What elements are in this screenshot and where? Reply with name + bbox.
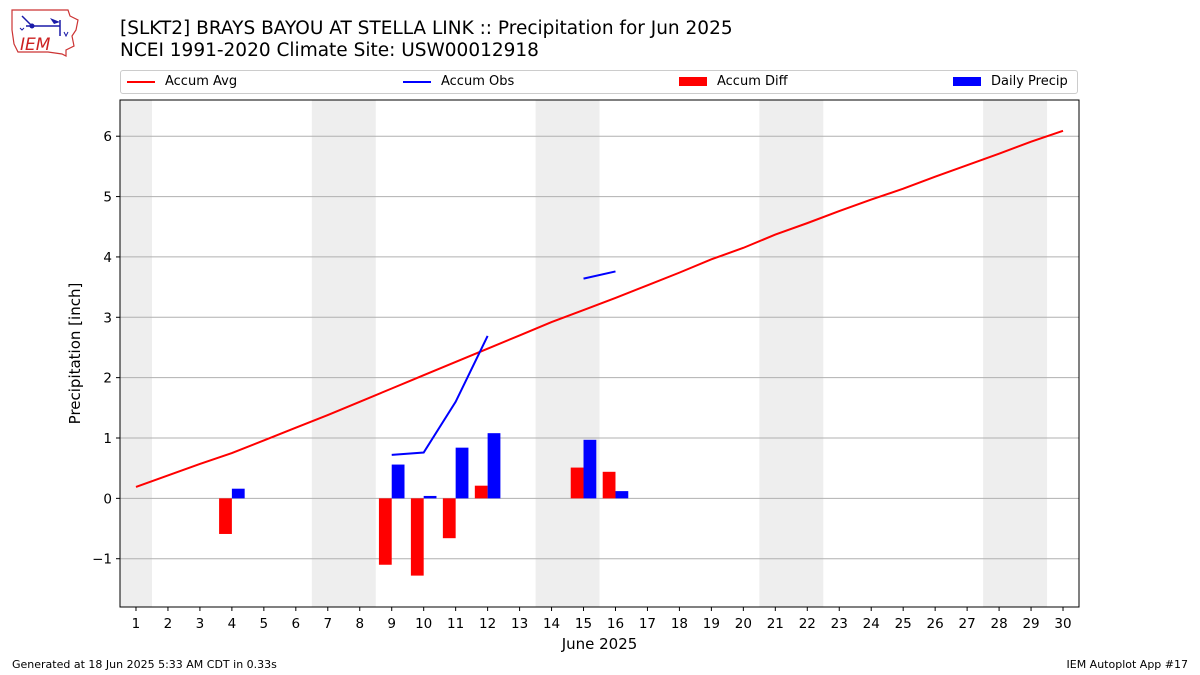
weekend-shade: [535, 100, 600, 607]
x-tick-label: 13: [511, 616, 528, 632]
footer-generated: Generated at 18 Jun 2025 5:33 AM CDT in …: [12, 658, 277, 671]
y-tick-label: 4: [103, 250, 112, 266]
x-tick-label: 16: [607, 616, 624, 632]
x-tick-label: 9: [387, 616, 396, 632]
y-tick-label: 5: [103, 190, 112, 206]
y-tick-label: 6: [103, 129, 112, 145]
x-tick-label: 21: [767, 616, 784, 632]
y-tick-label: 0: [103, 491, 112, 507]
x-tick-label: 23: [831, 616, 848, 632]
x-tick-label: 22: [799, 616, 816, 632]
accum-obs-line: [391, 335, 489, 456]
y-axis-label: Precipitation [inch]: [66, 283, 84, 425]
iem-logo-icon: IEM: [11, 9, 79, 57]
accum-diff-bar: [602, 471, 616, 499]
x-tick-label: 26: [927, 616, 944, 632]
accum-avg-line: [135, 129, 1064, 488]
x-tick-label: 28: [990, 616, 1007, 632]
weekend-shade: [120, 100, 152, 607]
daily-precip-bar: [615, 491, 629, 499]
legend-label-accum-diff: Accum Diff: [717, 74, 788, 89]
weekend-shade: [983, 100, 1048, 607]
x-tick-label: 20: [735, 616, 752, 632]
accum-diff-bar: [442, 498, 456, 539]
x-tick-label: 19: [703, 616, 720, 632]
daily-precip-bar: [455, 447, 469, 499]
x-tick-label: 2: [164, 616, 173, 632]
accum-diff-bar: [378, 498, 392, 565]
accum-obs-line: [583, 270, 616, 280]
legend: Accum Avg Accum Obs Accum Diff Daily Pre…: [120, 70, 1078, 94]
plot-frame: [119, 99, 1080, 608]
daily-precip-bar: [583, 439, 597, 499]
legend-swatch-daily-precip: [953, 77, 981, 86]
legend-item-accum-obs: Accum Obs: [403, 74, 514, 89]
legend-label-daily-precip: Daily Precip: [991, 74, 1068, 89]
legend-item-accum-diff: Accum Diff: [679, 74, 788, 89]
x-tick-label: 1: [132, 616, 141, 632]
x-tick-label: 8: [355, 616, 364, 632]
x-axis-label: June 2025: [561, 635, 638, 653]
x-tick-label: 14: [543, 616, 560, 632]
x-tick-label: 4: [228, 616, 237, 632]
daily-precip-bar: [231, 488, 245, 499]
x-tick-label: 10: [415, 616, 432, 632]
x-tick-label: 25: [895, 616, 912, 632]
legend-label-accum-obs: Accum Obs: [441, 74, 515, 89]
x-tick-label: 30: [1054, 616, 1071, 632]
x-tick-label: 6: [292, 616, 301, 632]
legend-swatch-accum-avg: [127, 80, 155, 83]
accum-diff-bar: [474, 485, 488, 499]
iem-logo-text: IEM: [20, 35, 51, 55]
legend-swatch-accum-diff: [679, 77, 707, 86]
legend-item-accum-avg: Accum Avg: [127, 74, 237, 89]
title-line-2: NCEI 1991-2020 Climate Site: USW00012918: [120, 40, 539, 61]
x-tick-label: 11: [447, 616, 464, 632]
x-tick-label: 24: [863, 616, 880, 632]
x-tick-label: 17: [639, 616, 656, 632]
y-tick-label: 1: [103, 431, 112, 447]
daily-precip-bar: [391, 464, 405, 499]
footer-app: IEM Autoplot App #17: [1066, 658, 1189, 671]
x-tick-label: 29: [1022, 616, 1039, 632]
x-tick-label: 5: [260, 616, 269, 632]
daily-precip-bar: [487, 433, 501, 499]
legend-swatch-accum-obs: [403, 80, 431, 83]
y-tick-label: 2: [103, 371, 112, 387]
x-tick-label: 12: [479, 616, 496, 632]
legend-item-daily-precip: Daily Precip: [953, 74, 1068, 89]
weekend-shade: [311, 100, 376, 607]
x-tick-label: 27: [959, 616, 976, 632]
y-tick-label: −1: [92, 552, 112, 568]
accum-diff-bar: [219, 498, 232, 534]
daily-precip-bar: [423, 495, 437, 499]
x-tick-label: 18: [671, 616, 688, 632]
x-tick-label: 3: [196, 616, 205, 632]
x-tick-label: 15: [575, 616, 592, 632]
legend-label-accum-avg: Accum Avg: [165, 74, 238, 89]
chart-title: [SLKT2] BRAYS BAYOU AT STELLA LINK :: Pr…: [120, 18, 733, 62]
weekend-shade: [759, 100, 824, 607]
y-tick-label: 3: [103, 310, 112, 326]
accum-diff-bar: [410, 498, 424, 576]
title-line-1: [SLKT2] BRAYS BAYOU AT STELLA LINK :: Pr…: [120, 18, 733, 39]
x-tick-label: 7: [323, 616, 332, 632]
accum-diff-bar: [570, 467, 584, 499]
